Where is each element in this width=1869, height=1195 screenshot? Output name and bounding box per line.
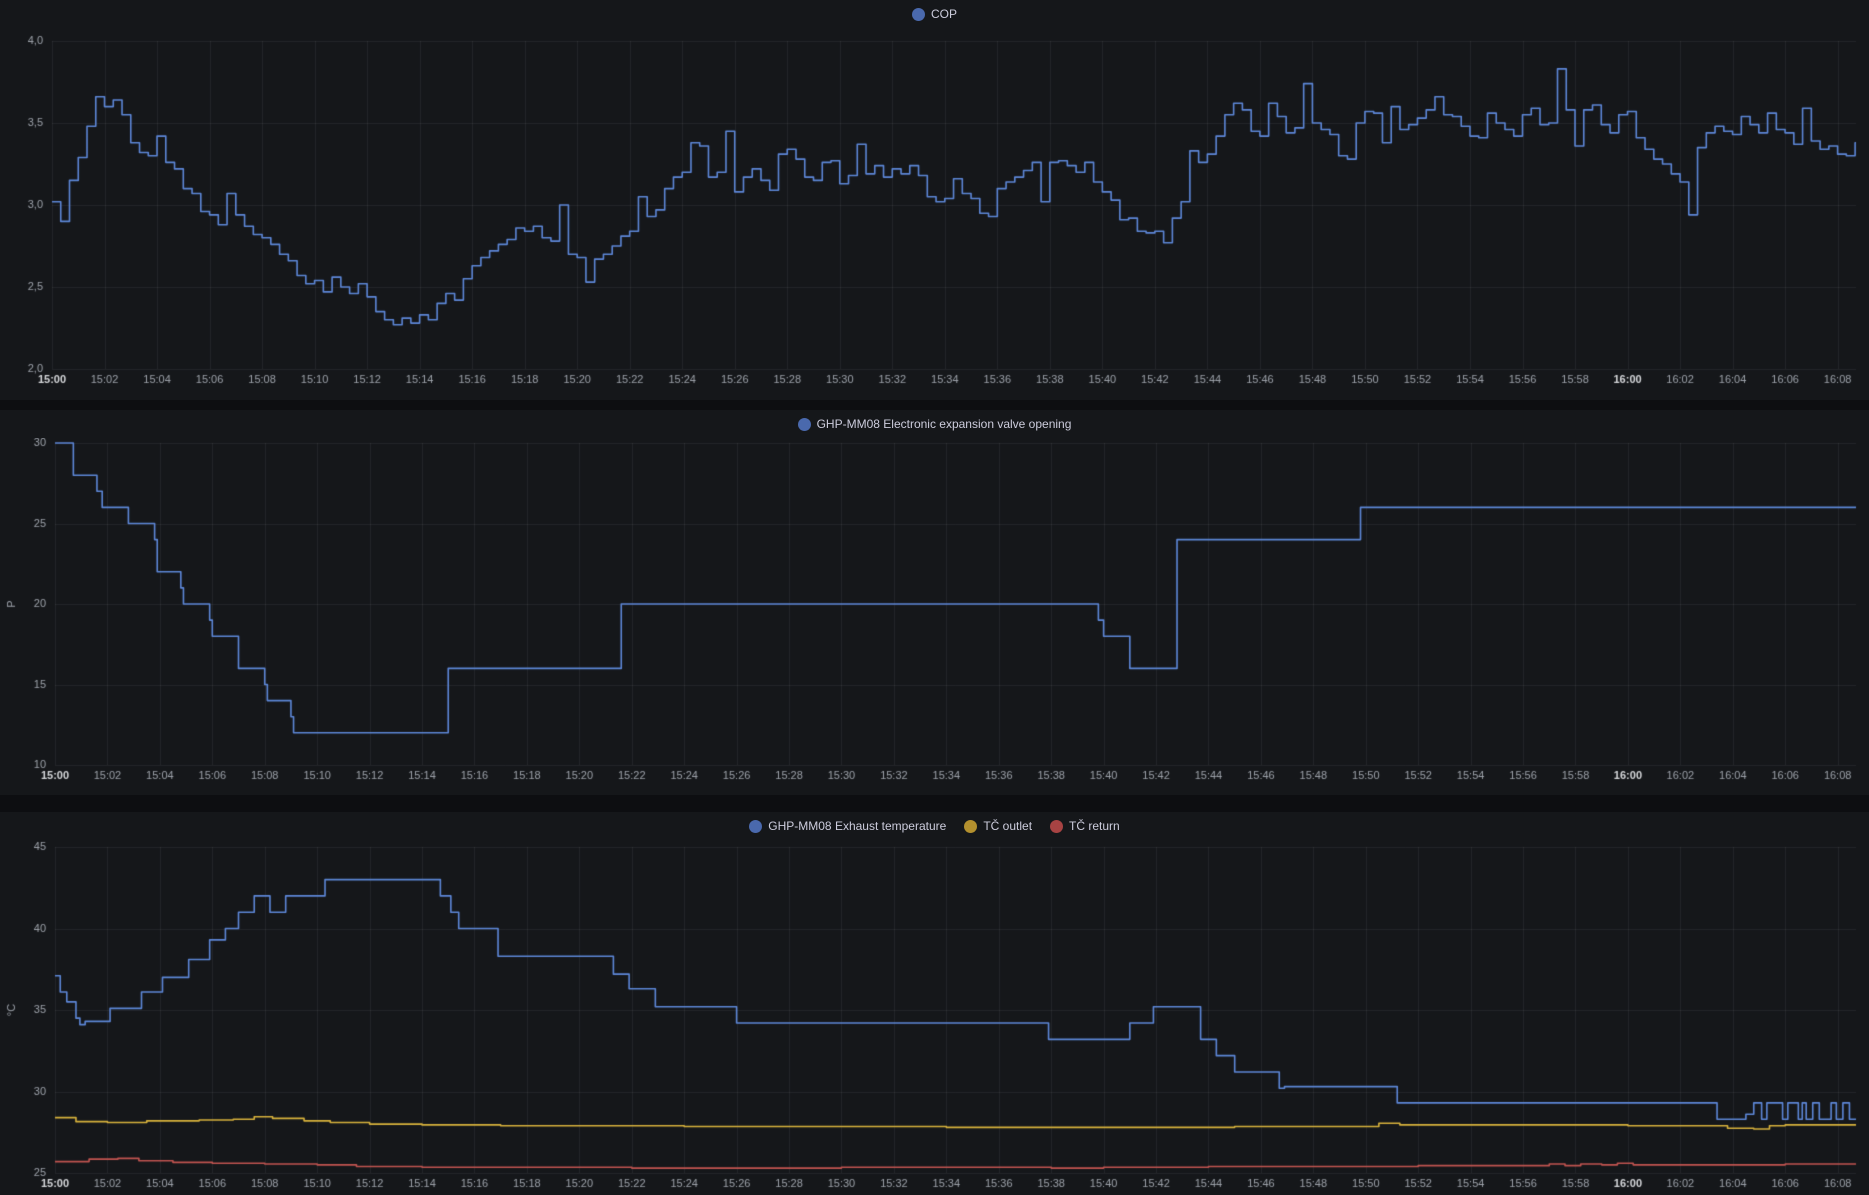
series-color-dot bbox=[911, 7, 925, 21]
legend-item-exhaust-temperature[interactable]: GHP-MM08 Exhaust temperature bbox=[749, 819, 946, 833]
valve-opening-chart-plot[interactable] bbox=[0, 438, 1869, 795]
temperatures-chart-plot[interactable] bbox=[0, 840, 1869, 1195]
panel-temperatures: GHP-MM08 Exhaust temperature TČ outlet T… bbox=[0, 812, 1869, 1195]
legend-valve: GHP-MM08 Electronic expansion valve open… bbox=[0, 410, 1869, 438]
panel-cop: COP bbox=[0, 0, 1869, 400]
legend-label: GHP-MM08 Exhaust temperature bbox=[768, 819, 947, 833]
legend-label: TČ outlet bbox=[983, 819, 1033, 833]
legend-cop: COP bbox=[0, 0, 1869, 28]
panel-valve-opening: GHP-MM08 Electronic expansion valve open… bbox=[0, 410, 1869, 795]
cop-chart-plot[interactable] bbox=[0, 28, 1869, 400]
legend-item-tc-return[interactable]: TČ return bbox=[1050, 819, 1120, 833]
legend-label: GHP-MM08 Electronic expansion valve open… bbox=[816, 417, 1072, 431]
legend-label: COP bbox=[930, 7, 957, 21]
series-color-dot bbox=[749, 819, 763, 833]
legend-label: TČ return bbox=[1069, 819, 1120, 833]
legend-item-valve-opening[interactable]: GHP-MM08 Electronic expansion valve open… bbox=[797, 417, 1072, 431]
legend-item-tc-outlet[interactable]: TČ outlet bbox=[964, 819, 1032, 833]
series-color-dot bbox=[964, 819, 978, 833]
legend-temperatures: GHP-MM08 Exhaust temperature TČ outlet T… bbox=[0, 812, 1869, 840]
series-color-dot bbox=[797, 417, 811, 431]
series-color-dot bbox=[1050, 819, 1064, 833]
legend-item-cop[interactable]: COP bbox=[911, 7, 957, 21]
